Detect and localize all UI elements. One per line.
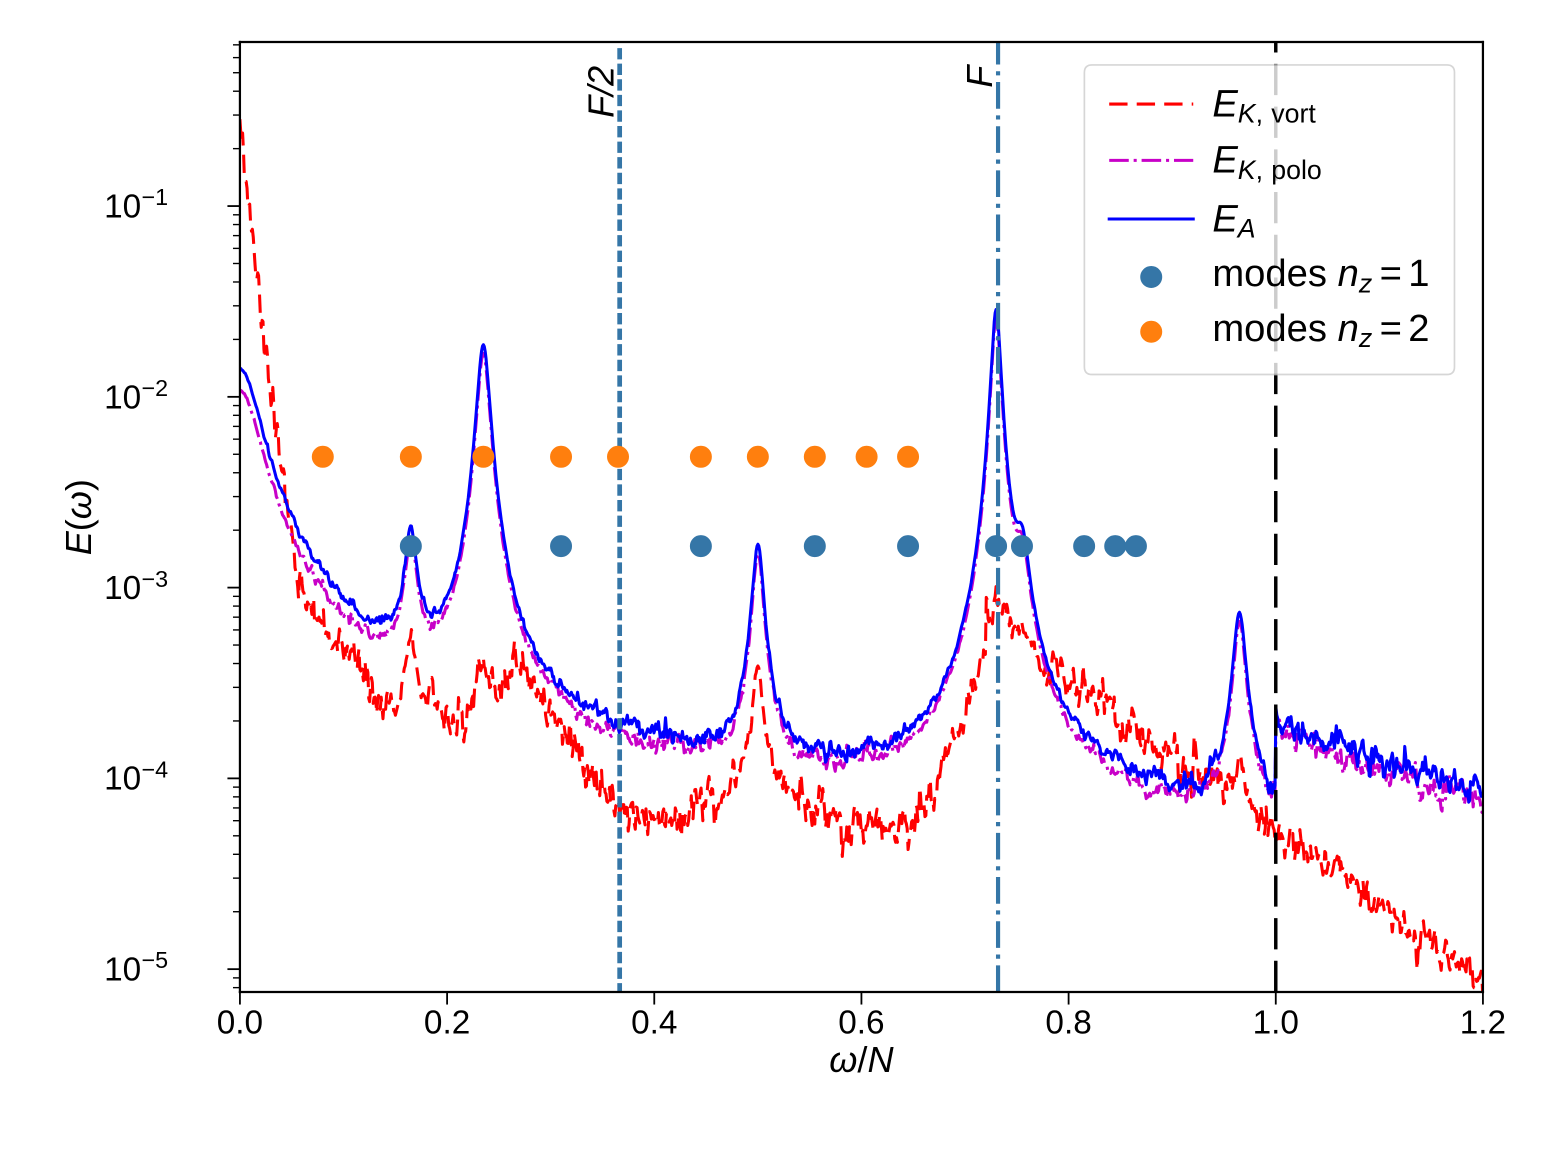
- svg-text:1.2: 1.2: [1460, 1005, 1506, 1042]
- svg-text:0.4: 0.4: [631, 1005, 677, 1042]
- svg-text:F/2: F/2: [580, 66, 621, 118]
- svg-text:0.2: 0.2: [424, 1005, 470, 1042]
- svg-text:F: F: [959, 64, 1000, 88]
- svg-text:ω N /: ω N /: [829, 1039, 899, 1080]
- svg-text:m o d e: m o d e s = 2 n z: [1212, 307, 1435, 353]
- svg-text:E ω ( ): E ω ( ): [58, 479, 99, 555]
- svg-text:m o d e: m o d e s = 1 n z: [1212, 252, 1435, 298]
- svg-text:0.0: 0.0: [217, 1005, 263, 1042]
- svg-text:0.6: 0.6: [838, 1005, 884, 1042]
- svg-text:1.0: 1.0: [1253, 1005, 1299, 1042]
- svg-text:0.8: 0.8: [1045, 1005, 1091, 1042]
